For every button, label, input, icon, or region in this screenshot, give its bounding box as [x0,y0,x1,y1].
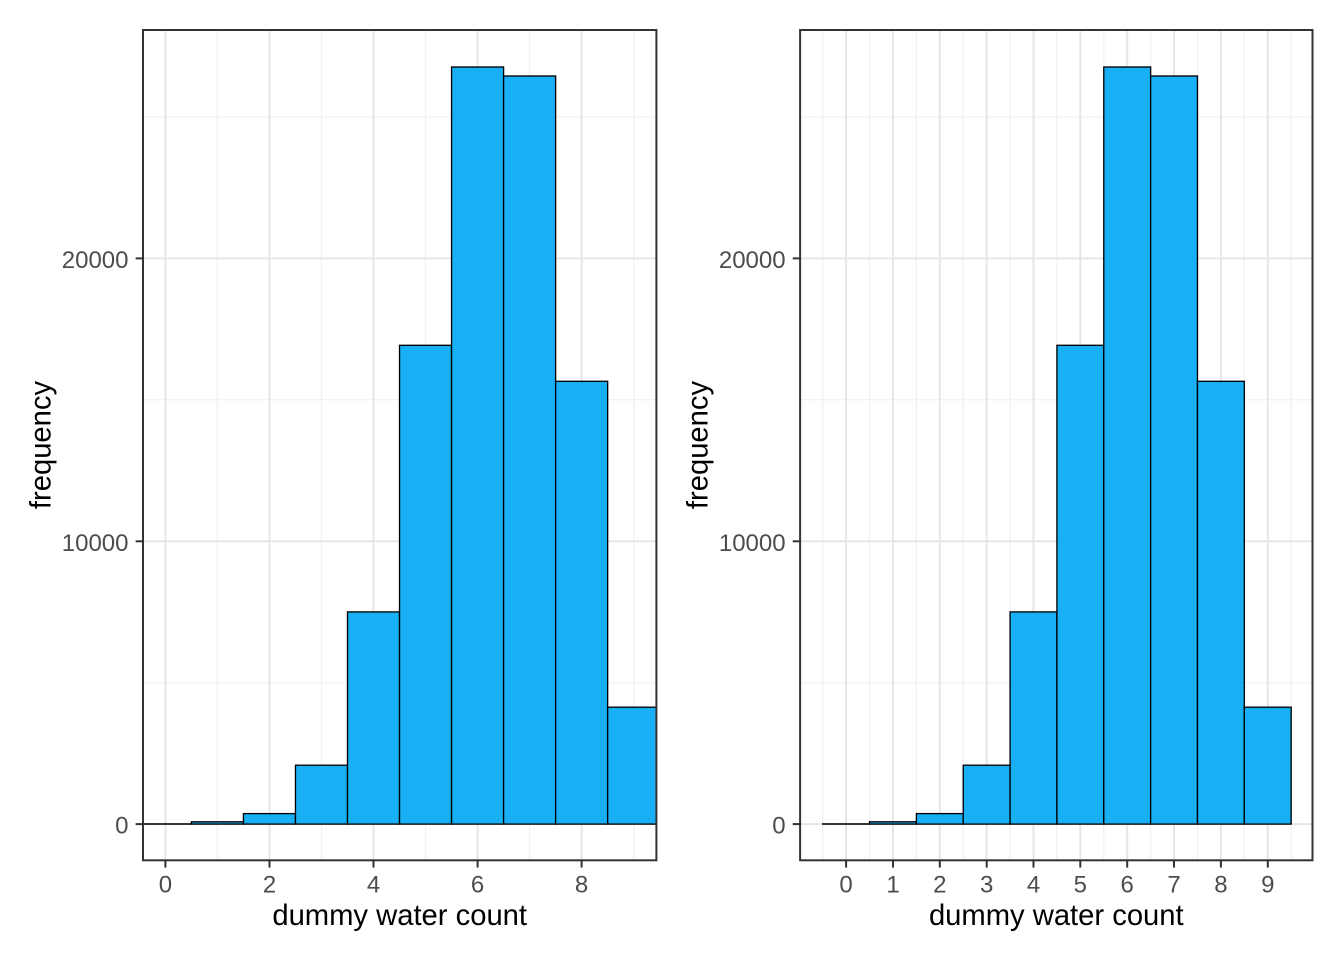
svg-text:10000: 10000 [62,530,129,557]
svg-text:2: 2 [933,871,946,898]
svg-text:1: 1 [886,871,899,898]
svg-text:6: 6 [1121,871,1134,898]
svg-text:7: 7 [1167,871,1180,898]
svg-text:0: 0 [839,871,852,898]
svg-text:0: 0 [159,871,172,898]
svg-text:dummy water count: dummy water count [929,900,1184,932]
svg-text:frequency: frequency [26,381,58,510]
svg-text:frequency: frequency [683,381,715,510]
svg-text:3: 3 [980,871,993,898]
svg-text:6: 6 [471,871,484,898]
svg-text:4: 4 [1027,871,1040,898]
svg-text:8: 8 [1214,871,1227,898]
svg-text:0: 0 [772,813,785,840]
svg-text:dummy water count: dummy water count [272,900,527,932]
svg-text:0: 0 [115,813,128,840]
svg-text:9: 9 [1261,871,1274,898]
svg-text:8: 8 [575,871,588,898]
svg-text:20000: 20000 [62,247,129,274]
svg-text:2: 2 [263,871,276,898]
svg-text:10000: 10000 [719,530,786,557]
svg-text:5: 5 [1074,871,1087,898]
svg-text:4: 4 [367,871,380,898]
svg-text:20000: 20000 [719,247,786,274]
